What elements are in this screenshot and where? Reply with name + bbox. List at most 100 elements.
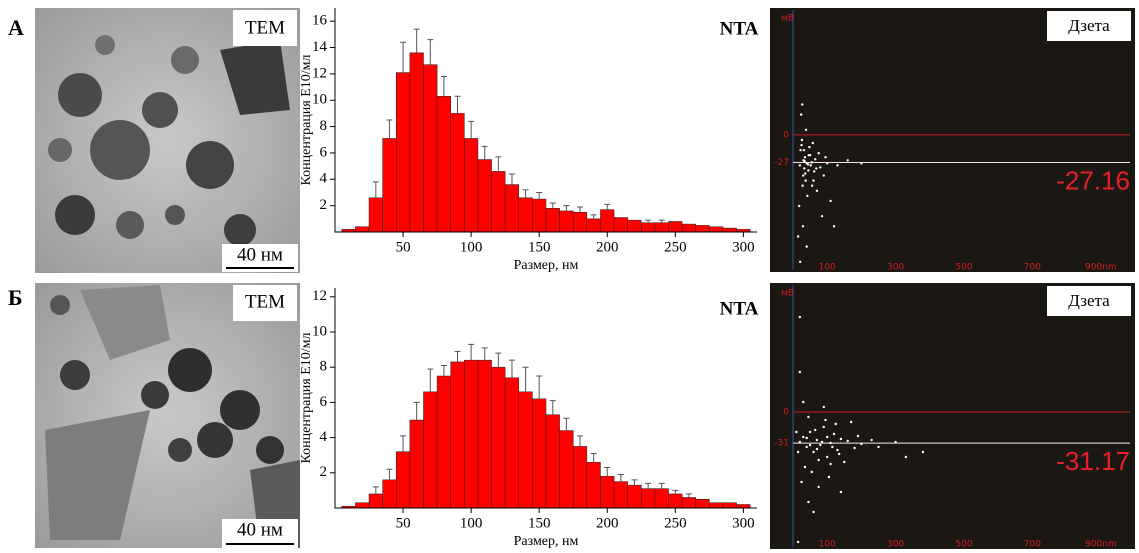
bar xyxy=(477,159,492,233)
x-tick-label: 150 xyxy=(528,515,551,531)
point xyxy=(837,452,841,456)
bar xyxy=(532,198,547,233)
bar xyxy=(545,208,560,233)
point xyxy=(820,440,824,444)
bar xyxy=(409,419,424,509)
error-bar xyxy=(590,452,597,463)
error-bar xyxy=(386,468,393,480)
bar xyxy=(518,197,533,233)
bar xyxy=(491,366,506,509)
bar xyxy=(613,217,628,233)
y-axis-title: мВ xyxy=(781,14,794,24)
bar xyxy=(477,359,492,509)
point xyxy=(801,103,804,106)
bar xyxy=(559,210,574,233)
y-tick-label: 14 xyxy=(312,39,328,55)
x-tick-label: 50 xyxy=(396,515,411,531)
error-bar xyxy=(468,120,475,139)
image-label-box xyxy=(233,285,297,321)
point xyxy=(822,174,825,177)
point xyxy=(803,156,807,159)
error-bar xyxy=(386,119,393,139)
title-box xyxy=(1047,11,1131,41)
x-axis-title: Размер, нм xyxy=(514,258,579,273)
bar xyxy=(681,497,696,509)
bar xyxy=(396,451,411,509)
point xyxy=(877,445,880,449)
x-tick-label: 100 xyxy=(460,239,483,255)
y-tick-label: 4 xyxy=(320,171,328,187)
error-bar xyxy=(563,417,570,431)
point xyxy=(798,164,802,167)
error-bar xyxy=(631,479,638,486)
y-tick-label: 10 xyxy=(312,92,327,108)
bar xyxy=(668,221,683,233)
chart-title: NTA xyxy=(720,18,759,39)
y-tick-label: 2 xyxy=(320,197,328,213)
point xyxy=(807,500,810,504)
panel-label: Б xyxy=(8,285,23,310)
point xyxy=(829,462,832,466)
point xyxy=(836,448,839,452)
point xyxy=(826,162,829,165)
point xyxy=(839,437,843,441)
x-tick-label: 100 xyxy=(819,263,836,273)
bar xyxy=(518,391,533,509)
x-tick-label: 300 xyxy=(732,239,755,255)
x-tick-label: 100 xyxy=(460,515,483,531)
point xyxy=(807,154,810,157)
chart-title: NTA xyxy=(720,298,759,319)
point xyxy=(800,143,803,147)
error-bar xyxy=(685,493,692,498)
x-tick-label: 200 xyxy=(596,239,619,255)
error-bar xyxy=(372,486,379,494)
error-bar xyxy=(495,156,502,172)
error-bar xyxy=(590,214,597,219)
error-bar xyxy=(658,482,665,489)
bar xyxy=(709,502,724,509)
point xyxy=(870,438,873,442)
y-tick-label: 12 xyxy=(312,288,327,304)
error-bar xyxy=(563,205,570,211)
bar xyxy=(695,498,710,509)
bar xyxy=(572,446,588,509)
error-bar xyxy=(454,350,461,362)
point xyxy=(798,315,802,319)
bar xyxy=(504,184,520,233)
bar xyxy=(586,218,601,233)
y-axis-title: Концентрация E10/мл xyxy=(299,54,314,185)
point xyxy=(807,415,810,419)
error-bar xyxy=(549,400,556,415)
bar xyxy=(736,504,751,509)
y-tick-label: 16 xyxy=(312,13,328,29)
bar xyxy=(695,225,710,233)
point xyxy=(803,167,806,170)
bar xyxy=(464,138,479,233)
point xyxy=(805,445,808,449)
bar xyxy=(654,222,669,233)
error-bar xyxy=(604,203,611,210)
error-bar xyxy=(549,202,556,209)
bar xyxy=(355,502,370,509)
bar xyxy=(586,461,601,509)
bar xyxy=(491,171,506,233)
scale-bar-label: 40 нм xyxy=(237,519,283,540)
point xyxy=(810,161,814,164)
point xyxy=(817,485,820,489)
bar xyxy=(423,391,438,509)
y-axis-title: Концентрация E10/мл xyxy=(299,332,314,463)
point xyxy=(800,480,803,484)
bar xyxy=(709,226,724,233)
point xyxy=(798,440,802,444)
x-tick-label: 250 xyxy=(664,515,687,531)
image-label: TEM xyxy=(245,17,285,38)
chart-title: Дзета xyxy=(1068,16,1110,35)
error-bar xyxy=(413,401,420,420)
point xyxy=(846,439,849,443)
point xyxy=(813,170,816,173)
bar xyxy=(641,488,656,509)
point xyxy=(797,204,801,208)
error-bar xyxy=(468,343,475,361)
bar xyxy=(504,377,520,509)
point xyxy=(810,470,814,474)
